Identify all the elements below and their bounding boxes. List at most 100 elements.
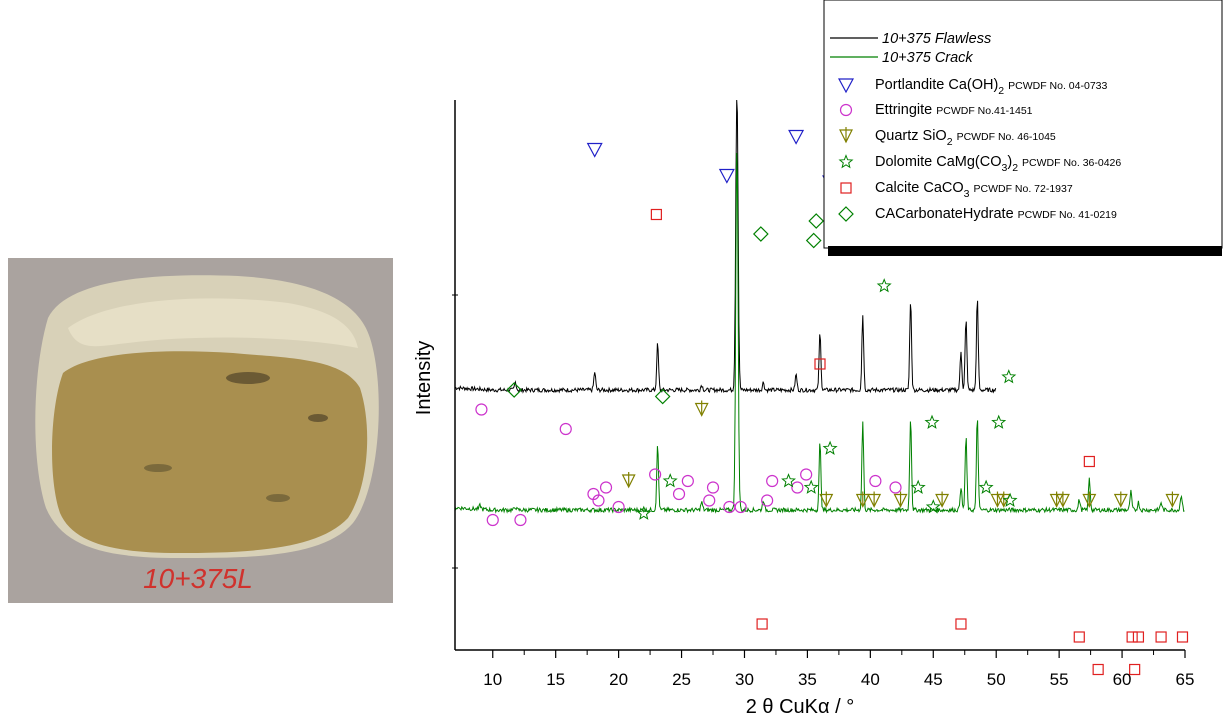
marker-square-4-6 xyxy=(650,208,662,221)
marker-tri-down-stem-2-6 xyxy=(935,491,950,508)
x-axis-label: 2 θ CuKα / ° xyxy=(746,696,855,717)
marker-circle-1-2 xyxy=(486,513,499,527)
marker-square-4-9 xyxy=(955,618,967,630)
marker-star-3-3 xyxy=(662,473,678,488)
marker-circle-1-10 xyxy=(681,474,694,488)
xrd-chart: Intensity 2 θ CuKα / ° 10 15 20 25 30 35 40 45 5… xyxy=(413,0,1223,717)
marker-square-4-16 xyxy=(1129,663,1141,676)
marker-diamond-5-3 xyxy=(808,213,825,229)
x-tick-label-10: 10 xyxy=(483,670,502,689)
marker-square-4-5 xyxy=(814,358,826,370)
marker-circle-1-19 xyxy=(869,474,882,488)
marker-circle-1-7 xyxy=(612,500,625,514)
legend-symbol-2 xyxy=(837,78,855,94)
marker-star-3-6 xyxy=(803,479,819,494)
marker-diamond-5-2 xyxy=(752,226,769,242)
marker-circle-1-12 xyxy=(706,481,720,494)
marker-star-3-13 xyxy=(991,414,1007,429)
marker-circle-1-8 xyxy=(649,468,662,481)
legend-label-6: Calcite CaCO3 PCWDF No. 72-1937 xyxy=(875,180,1073,200)
marker-circle-1-0 xyxy=(475,403,488,416)
x-tick-label-60: 60 xyxy=(1113,670,1132,689)
x-tick-label-15: 15 xyxy=(546,670,565,689)
marker-star-3-2 xyxy=(822,440,838,455)
marker-square-4-7 xyxy=(1083,455,1095,468)
marker-tri-down-0-0 xyxy=(586,142,603,158)
marker-star-3-9 xyxy=(978,479,994,494)
x-tick-label-65: 65 xyxy=(1176,670,1195,689)
marker-square-4-15 xyxy=(1092,663,1104,676)
legend-box xyxy=(823,0,1223,249)
legend-symbol-5 xyxy=(838,154,854,169)
marker-tri-down-stem-2-0 xyxy=(621,472,636,489)
marker-tri-down-stem-2-4 xyxy=(867,491,882,508)
legend-label-7: CACarbonateHydrate PCWDF No. 41-0219 xyxy=(875,206,1117,222)
marker-tri-down-stem-2-2 xyxy=(819,491,834,508)
marker-tri-down-stem-2-1 xyxy=(694,400,709,417)
marker-tri-down-stem-2-13 xyxy=(1165,491,1180,508)
marker-circle-1-15 xyxy=(761,494,774,507)
marker-circle-1-5 xyxy=(592,494,605,507)
marker-tri-down-0-2 xyxy=(788,129,805,145)
y-axis-label: Intensity xyxy=(413,341,435,415)
legend-label-3: Ettringite PCWDF No.41-1451 xyxy=(875,102,1033,118)
sample-label: 10+375L xyxy=(143,563,253,594)
marker-square-4-13 xyxy=(1155,631,1167,643)
axes: Intensity 2 θ CuKα / ° 10 15 20 25 30 35 40 45 5… xyxy=(413,100,1194,717)
x-tick-label-25: 25 xyxy=(672,670,691,689)
marker-tri-down-stem-2-7 xyxy=(990,491,1005,508)
x-tick-label-20: 20 xyxy=(609,670,628,689)
marker-circle-1-1 xyxy=(559,422,572,436)
x-tick-label-55: 55 xyxy=(1050,670,1069,689)
marker-star-3-11 xyxy=(1001,369,1017,384)
legend-symbol-3 xyxy=(839,103,853,117)
marker-star-3-10 xyxy=(1002,492,1018,507)
marker-tri-down-stem-2-9 xyxy=(1049,491,1064,508)
marker-circle-1-17 xyxy=(791,481,804,494)
marker-square-4-8 xyxy=(756,618,768,630)
marker-diamond-5-4 xyxy=(805,232,822,249)
marker-star-3-4 xyxy=(636,505,652,520)
marker-star-3-12 xyxy=(924,414,940,429)
sample-photo: 10+375L xyxy=(8,258,393,603)
marker-tri-down-stem-2-10 xyxy=(1055,491,1070,508)
legend-label-1: 10+375 Crack xyxy=(882,50,973,66)
marker-circle-1-6 xyxy=(599,481,613,494)
series-line-0 xyxy=(454,99,997,394)
marker-tri-down-stem-2-3 xyxy=(855,491,870,508)
marker-square-4-12 xyxy=(1132,631,1145,643)
x-tick-label-40: 40 xyxy=(861,670,880,689)
marker-circle-1-16 xyxy=(766,474,779,488)
legend-symbol-6 xyxy=(840,182,852,194)
marker-square-4-11 xyxy=(1126,631,1138,643)
marker-star-3-5 xyxy=(781,473,796,488)
marker-circle-1-9 xyxy=(672,487,686,501)
marker-diamond-5-1 xyxy=(654,388,671,405)
marker-tri-down-stem-2-5 xyxy=(893,491,908,508)
marker-circle-1-11 xyxy=(703,494,716,507)
marker-star-3-8 xyxy=(925,499,941,514)
legend-symbol-4 xyxy=(839,127,853,144)
series-line-1 xyxy=(454,152,1185,514)
marker-square-4-14 xyxy=(1176,631,1189,643)
marker-tri-down-stem-2-12 xyxy=(1113,491,1128,508)
marker-star-3-1 xyxy=(876,278,892,293)
x-tick-label-35: 35 xyxy=(798,670,817,689)
marker-star-3-7 xyxy=(910,479,926,494)
legend-label-0: 10+375 Flawless xyxy=(882,31,991,47)
marker-circle-1-18 xyxy=(800,468,813,481)
marker-tri-down-stem-2-11 xyxy=(1082,491,1097,508)
legend-shadow xyxy=(828,246,1222,256)
marker-circle-1-3 xyxy=(514,513,527,527)
marker-diamond-5-0 xyxy=(506,382,523,398)
legend-label-2: Portlandite Ca(OH)2 PCWDF No. 04-0733 xyxy=(875,77,1108,97)
marker-square-4-10 xyxy=(1073,631,1085,643)
x-tick-label-50: 50 xyxy=(987,670,1006,689)
marker-circle-1-20 xyxy=(889,481,902,494)
x-tick-label-45: 45 xyxy=(924,670,943,689)
marker-tri-down-0-1 xyxy=(718,168,735,184)
legend-label-4: Quartz SiO2 PCWDF No. 46-1045 xyxy=(875,128,1056,148)
marker-circle-1-14 xyxy=(734,500,747,514)
legend-symbol-7 xyxy=(838,206,854,222)
legend-label-5: Dolomite CaMg(CO3)2 PCWDF No. 36-0426 xyxy=(875,154,1121,174)
